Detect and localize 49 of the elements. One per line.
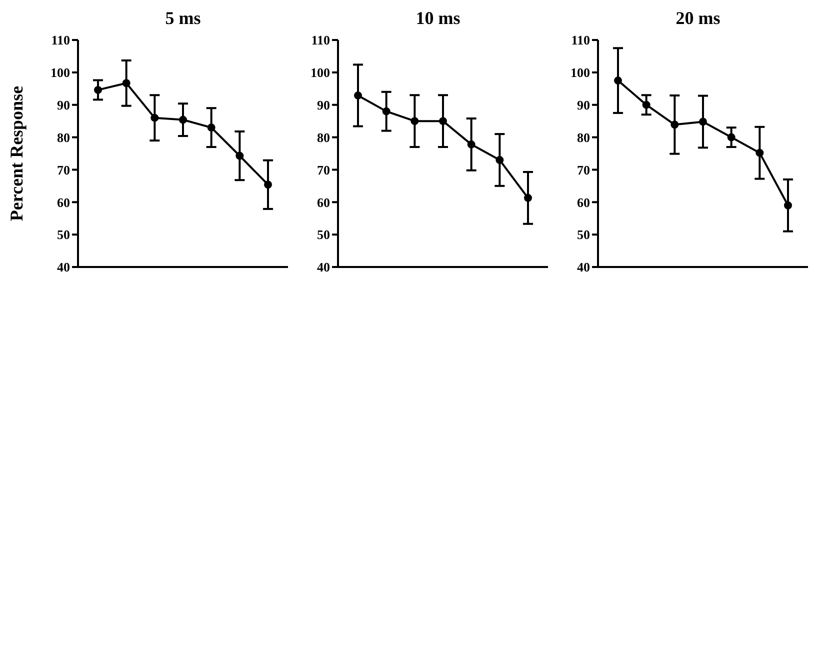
y-tick-label: 80 (577, 130, 590, 145)
point (122, 79, 130, 88)
y-tick-label: 90 (57, 97, 70, 112)
y-tick-label: 40 (577, 260, 590, 275)
point (264, 180, 272, 189)
point (614, 76, 622, 85)
y-tick-label: 50 (57, 227, 70, 242)
y-tick-label: 90 (317, 97, 330, 112)
y-tick-label: 90 (577, 97, 590, 112)
y-tick-label: 70 (57, 162, 70, 178)
point (179, 116, 187, 124)
point (410, 117, 419, 126)
y-tick-label: 60 (317, 194, 330, 210)
point (150, 114, 159, 122)
y-tick-label: 60 (57, 194, 70, 210)
y-tick-label: 50 (577, 227, 590, 242)
point (642, 100, 650, 109)
point (524, 194, 532, 202)
y-axis-title: Percent Response (6, 86, 26, 222)
point (756, 148, 764, 157)
point (94, 86, 102, 94)
chart-title: 10 ms (414, 8, 462, 30)
y-tick-label: 40 (317, 260, 330, 275)
y-tick-label: 110 (311, 32, 330, 48)
y-tick-label: 70 (577, 162, 590, 178)
y-tick-label: 80 (57, 130, 70, 145)
y-tick-label: 40 (57, 260, 70, 275)
point (236, 152, 244, 160)
y-tick-label: 70 (317, 162, 330, 178)
y-tick-label: 50 (317, 227, 330, 242)
point (784, 201, 792, 210)
y-tick-label: 60 (577, 194, 590, 210)
y-tick-label: 80 (317, 130, 330, 145)
y-tick-label: 100 (310, 65, 330, 80)
chart-title: 5 ms (164, 8, 202, 30)
point (670, 120, 679, 129)
point (496, 156, 504, 164)
point (439, 117, 447, 126)
y-tick-label: 100 (50, 65, 70, 80)
point (727, 133, 736, 142)
point (354, 91, 362, 100)
y-tick-label: 100 (570, 65, 590, 80)
chart-title: 20 ms (674, 8, 722, 30)
y-tick-label: 110 (571, 32, 590, 48)
point (467, 140, 476, 148)
y-tick-label: 110 (51, 32, 70, 48)
point (207, 124, 216, 132)
point (382, 107, 390, 116)
point (699, 118, 707, 126)
